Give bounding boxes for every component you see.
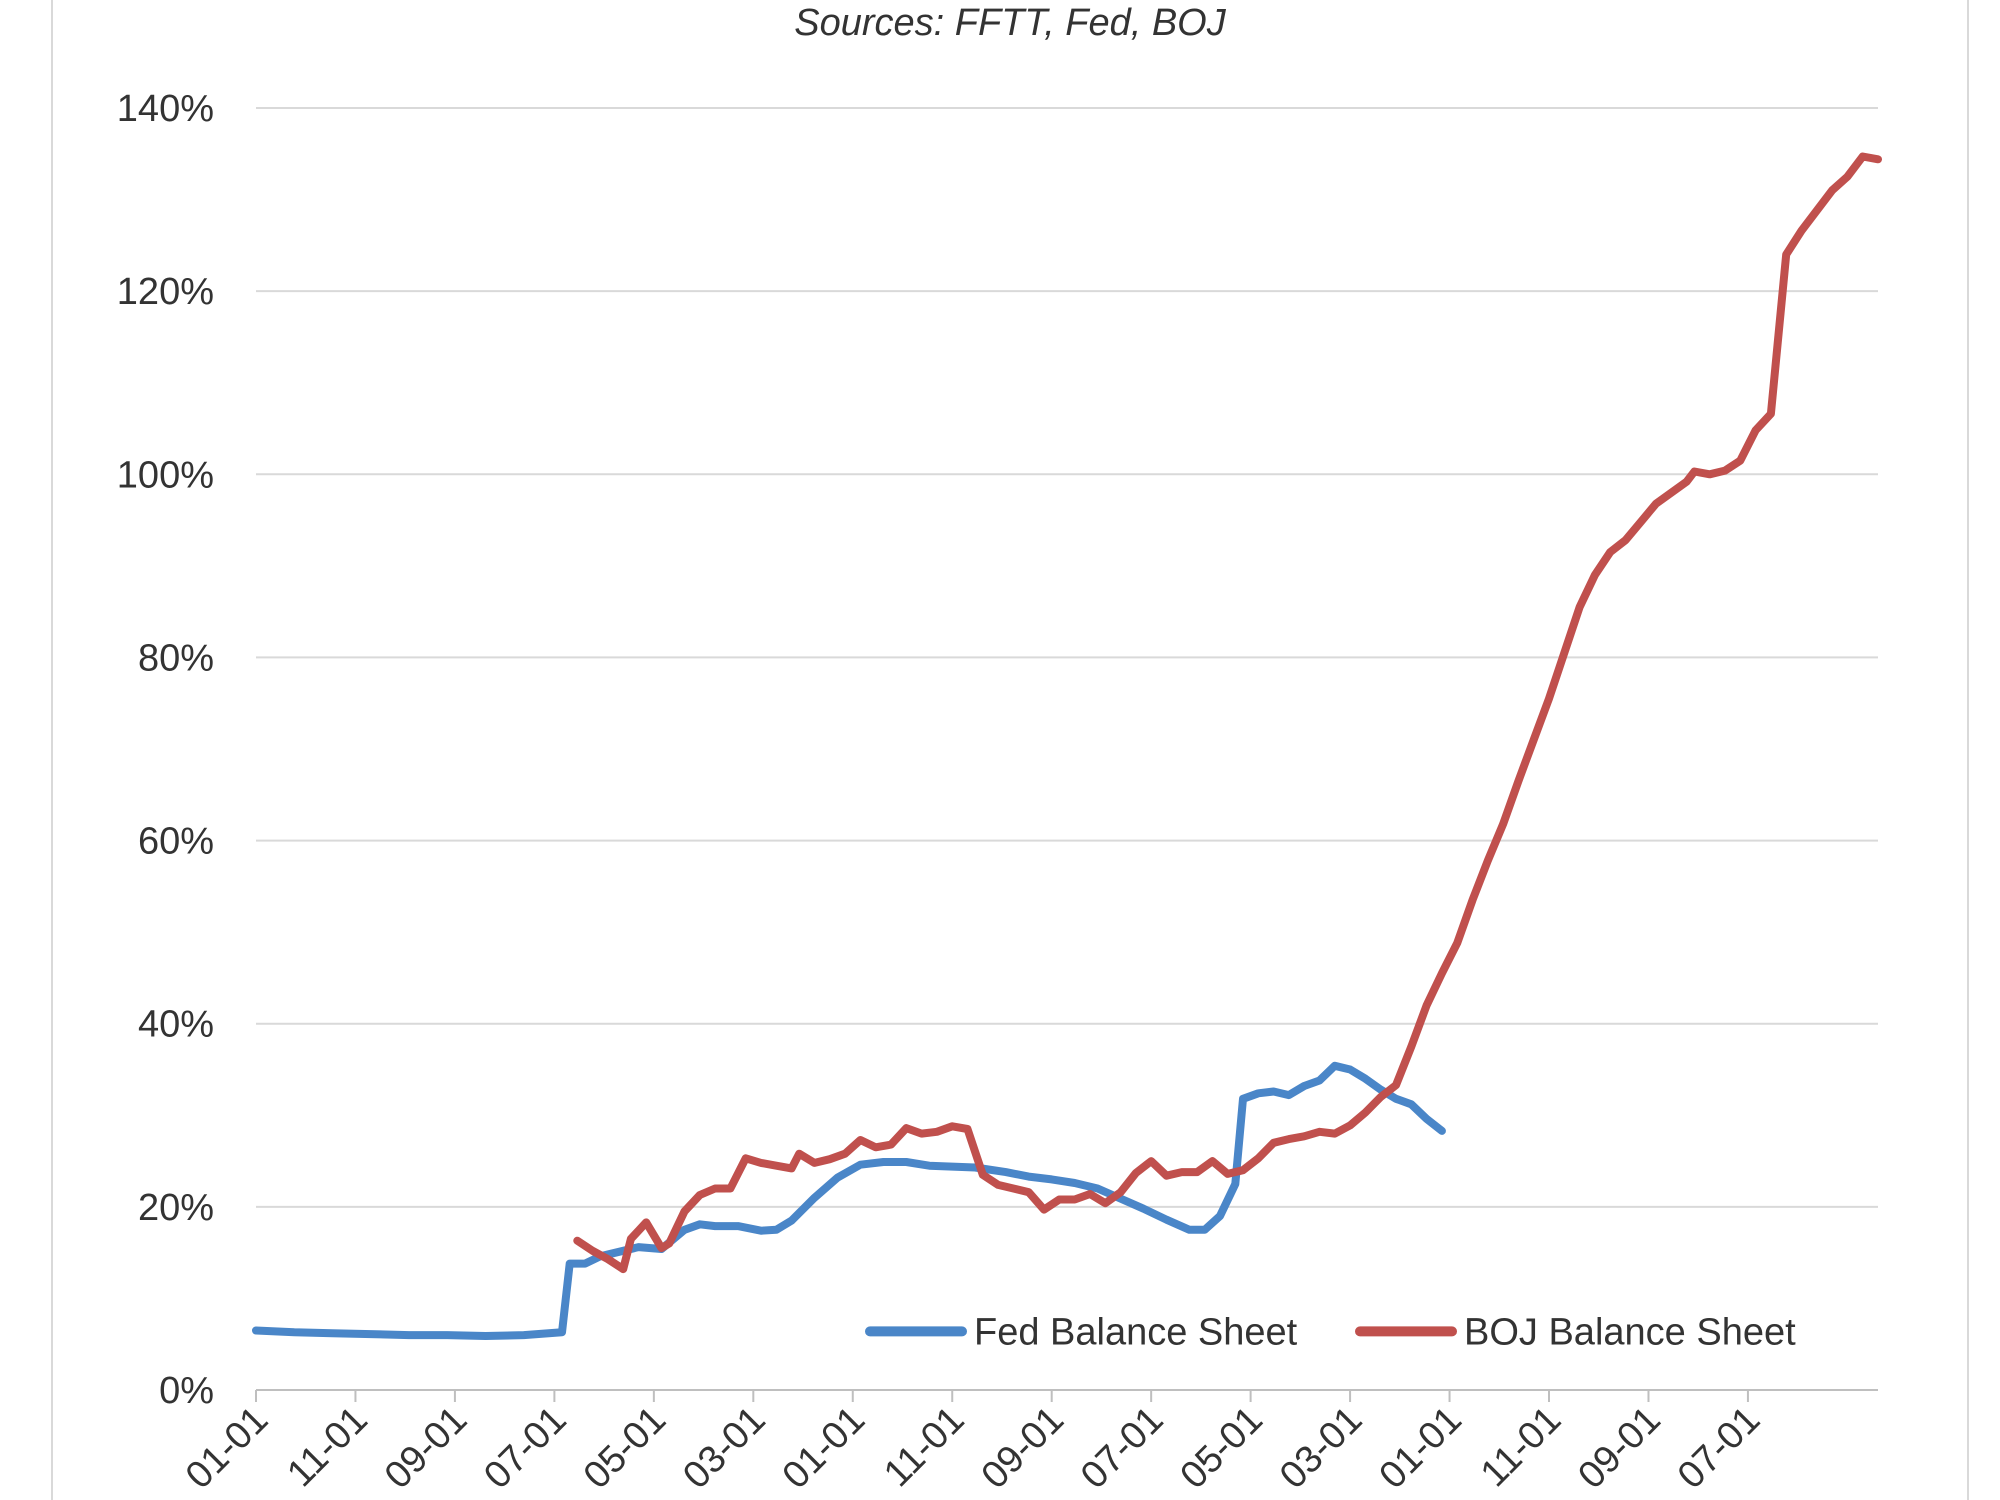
y-axis-ticks: 0% 20% 40% 60% 80% 100% 120% 140%	[117, 88, 214, 1412]
x-tick-label: 03-01	[1272, 1399, 1370, 1497]
legend-label-fed: Fed Balance Sheet	[974, 1311, 1298, 1353]
y-tick-label: 80%	[138, 637, 214, 679]
x-tick-label: 03-01	[675, 1399, 773, 1497]
y-tick-label: 100%	[117, 454, 214, 496]
x-tick-label: 09-01	[377, 1399, 475, 1497]
series-line-fed	[252, 1061, 1446, 1340]
y-tick-label: 60%	[138, 821, 214, 863]
x-tick-label: 11-01	[876, 1399, 972, 1495]
x-tick-label: 07-01	[1670, 1399, 1768, 1497]
y-tick-label: 20%	[138, 1187, 214, 1229]
chart-subtitle: Sources: FFTT, Fed, BOJ	[794, 2, 1226, 44]
x-tick-label: 11-01	[279, 1399, 375, 1495]
x-tick-label: 07-01	[476, 1399, 574, 1497]
x-tick-label: 05-01	[576, 1399, 674, 1497]
x-tick-label: 01-01	[775, 1399, 873, 1497]
x-tick-label: 11-01	[1473, 1399, 1569, 1495]
y-tick-label: 0%	[159, 1370, 214, 1412]
y-tick-label: 40%	[138, 1004, 214, 1046]
y-tick-label: 140%	[117, 88, 214, 130]
x-tick-label: 07-01	[1073, 1399, 1171, 1497]
x-tick-label: 05-01	[1173, 1399, 1271, 1497]
series-lines	[252, 152, 1882, 1340]
x-tick-label: 01-01	[178, 1399, 276, 1497]
x-tick-label: 09-01	[974, 1399, 1072, 1497]
x-tick-label: 09-01	[1570, 1399, 1668, 1497]
series-line-boj	[573, 152, 1882, 1274]
x-tick-label: 01-01	[1371, 1399, 1469, 1497]
legend: Fed Balance Sheet BOJ Balance Sheet	[865, 1311, 1796, 1353]
y-tick-label: 120%	[117, 271, 214, 313]
x-axis-ticks: 01-01 11-01 09-01 07-01 05-01 03-01 01-01 11-01…	[178, 1390, 1768, 1497]
gridlines	[256, 107, 1878, 1391]
legend-label-boj: BOJ Balance Sheet	[1464, 1311, 1796, 1353]
